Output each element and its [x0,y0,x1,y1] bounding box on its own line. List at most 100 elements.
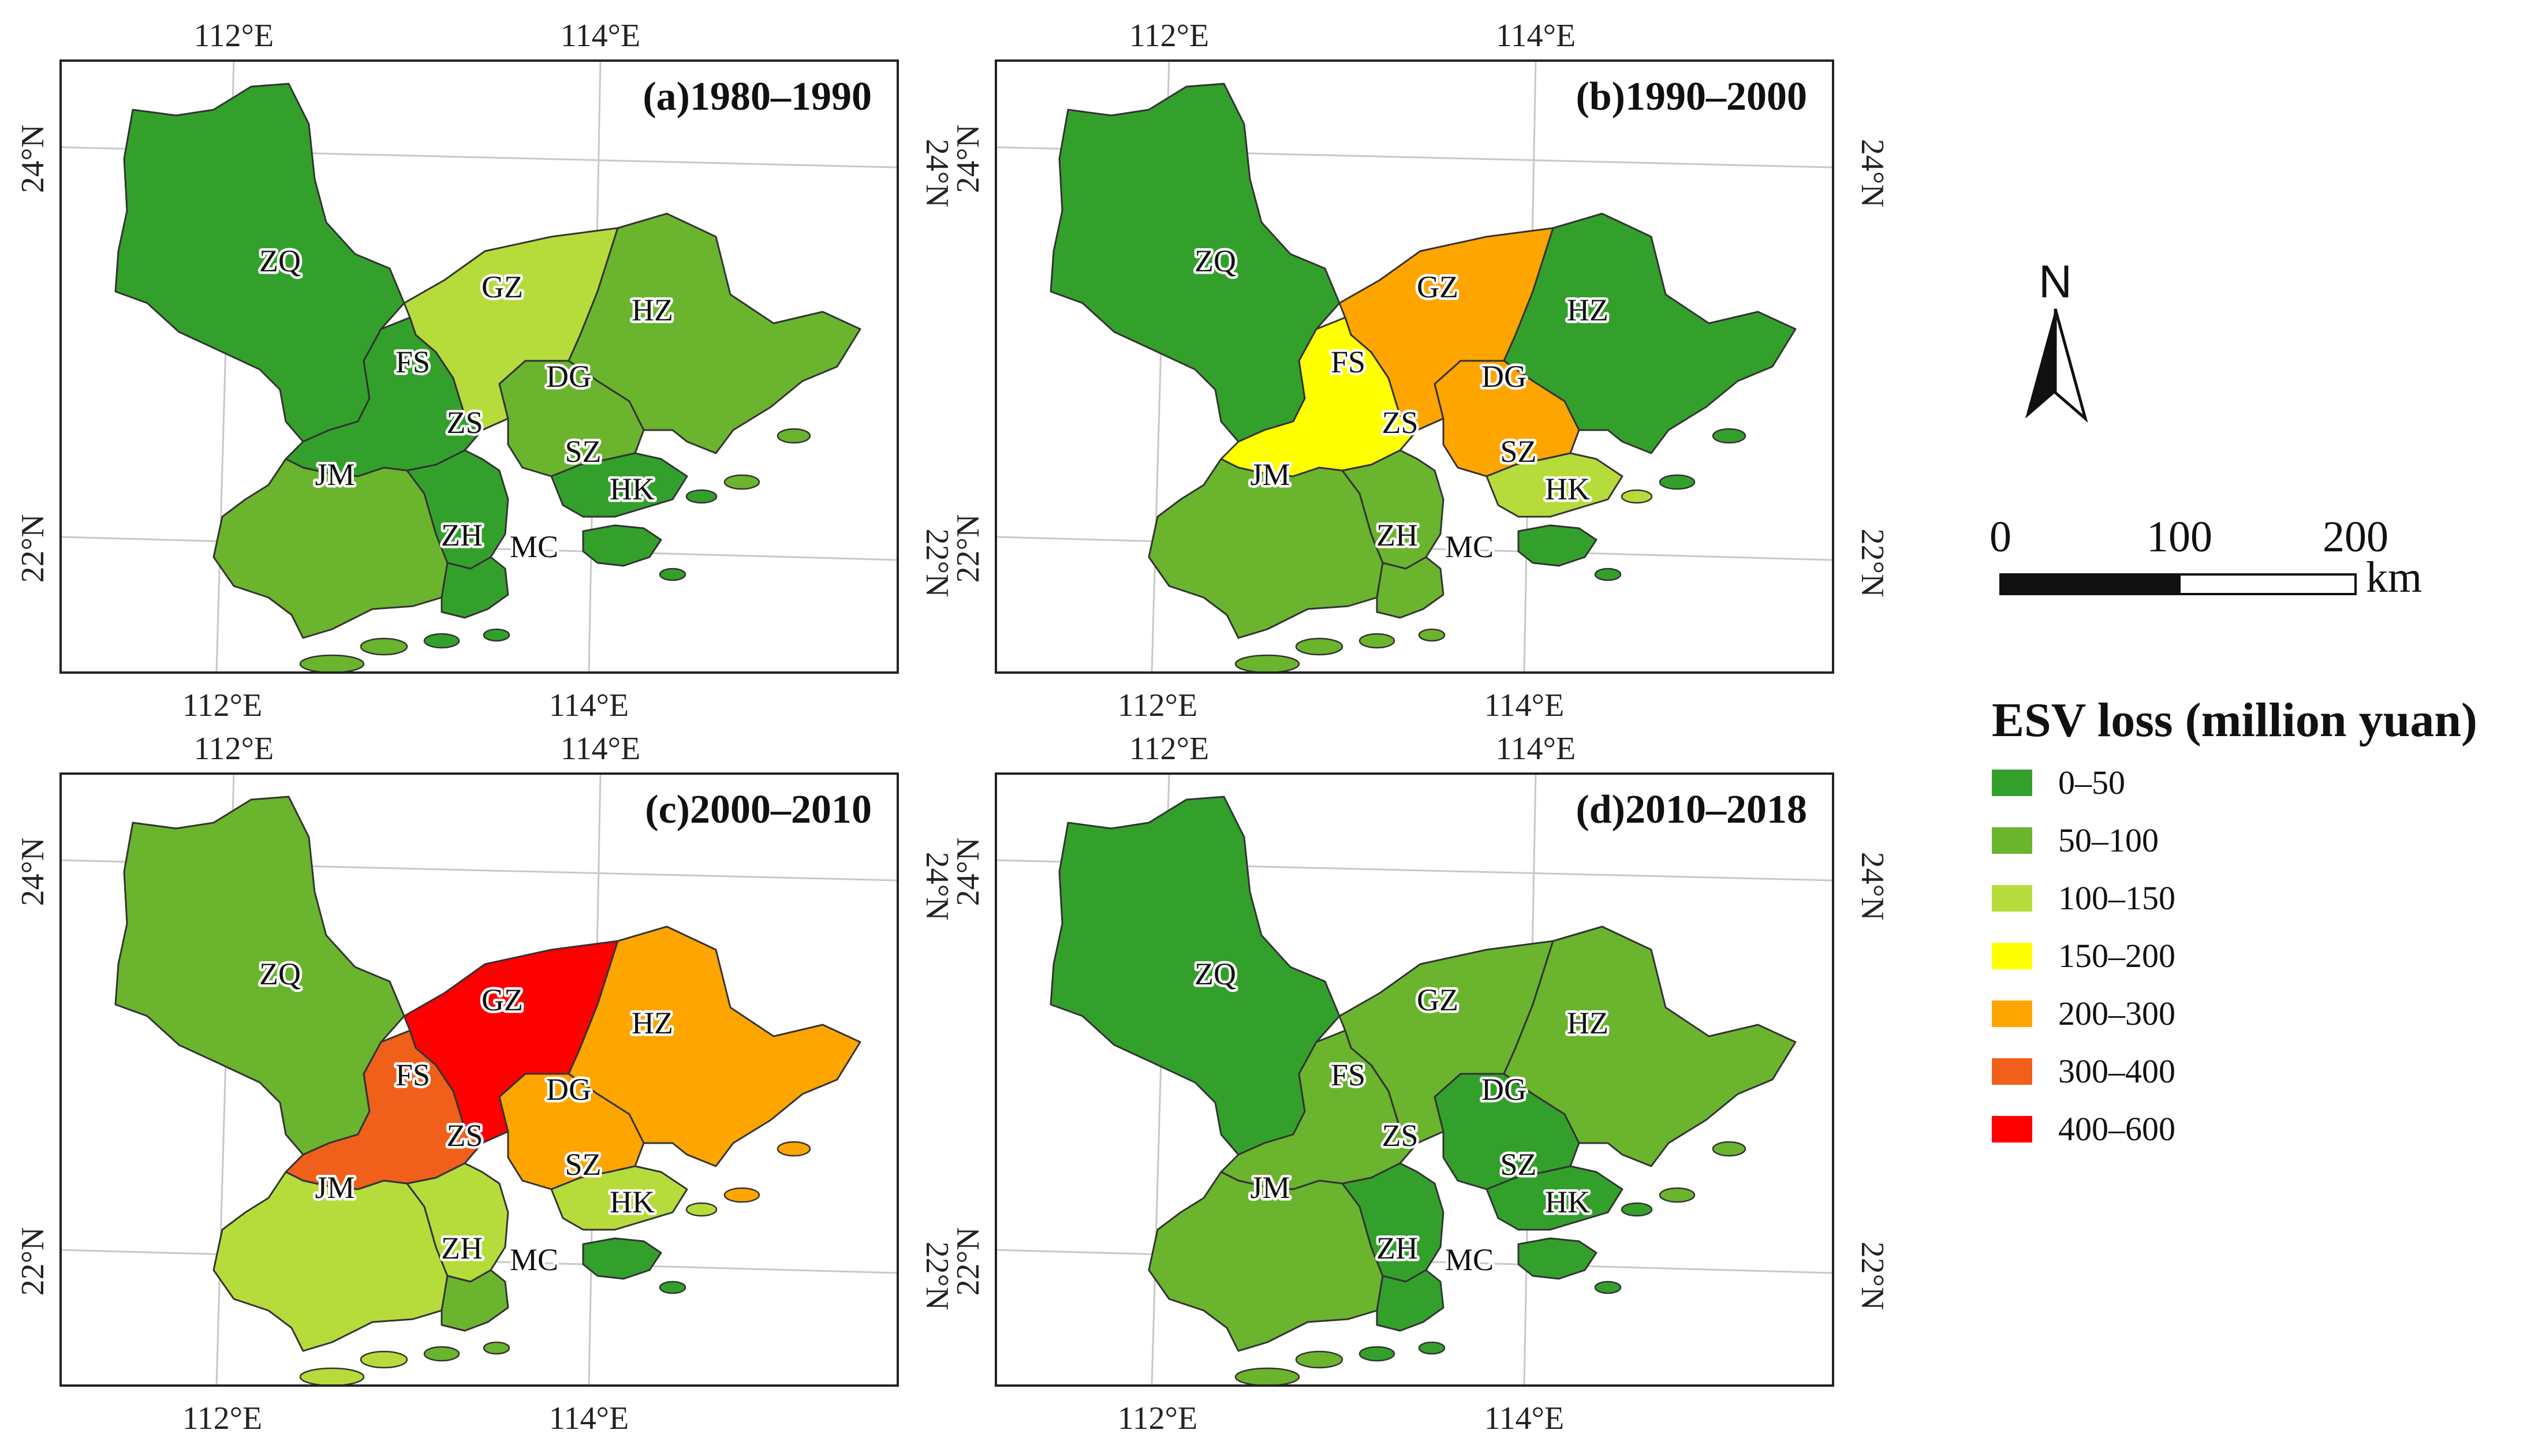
legend-swatch-300-400 [1992,1058,2032,1085]
north-arrow-left-half [2025,309,2055,419]
region-zh-a [441,556,509,619]
island-7-b [1594,568,1622,581]
region-zh-b [1376,556,1444,619]
lon-tick-b-0-top: 112°E [1129,18,1210,54]
lat-tick-b-1-right: 22°N [1854,529,1890,598]
legend-swatch-400-600 [1992,1116,2032,1143]
panel-title-b: (b)1990–2000 [1576,74,1807,119]
island-2-a [423,633,460,649]
lat-tick-c-0-right: 24°N [919,852,955,921]
scale-unit: km [2366,553,2422,602]
island-2-d [1358,1346,1395,1362]
island-0-c [299,1367,365,1387]
lat-tick-b-1-left: 22°N [950,514,986,583]
island-4-d [1621,1202,1653,1217]
legend: ESV loss (million yuan) 0–50 50–100 100–15… [1992,693,2477,1148]
city-label-zq-c: ZQ [259,957,301,991]
city-label-hz-c: HZ [632,1006,673,1040]
lon-tick-a-1-top: 114°E [561,18,641,54]
city-label-mc-b: MC [1445,529,1494,564]
scale-label-100: 100 [2147,513,2212,561]
scale-label-0: 0 [1990,513,2011,561]
city-label-jm-b: JM [1250,457,1290,492]
city-label-gz-b: GZ [1417,270,1458,304]
lon-tick-a-0-bottom: 112°E [182,688,263,723]
legend-swatch-100-150 [1992,885,2032,912]
island-5-a [723,474,760,490]
lon-tick-b-1-top: 114°E [1496,18,1576,54]
lon-tick-b-1-bottom: 114°E [1484,688,1565,723]
legend-item-100-150: 100–150 [1992,879,2175,917]
city-label-jm-d: JM [1250,1170,1290,1205]
lat-tick-d-1-right: 22°N [1854,1242,1890,1311]
city-label-hk-d: HK [1545,1185,1590,1219]
city-label-hk-a: HK [610,472,655,506]
legend-swatch-50-100 [1992,827,2032,854]
region-jm-d [1148,1171,1384,1352]
lat-tick-c-1-left: 22°N [15,1227,51,1296]
city-label-fs-d: FS [1331,1058,1365,1092]
legend-item-200-300: 200–300 [1992,995,2175,1032]
island-6-b [1712,428,1746,444]
city-label-fs-c: FS [395,1058,430,1092]
city-label-fs-b: FS [1331,345,1365,379]
city-label-sz-b: SZ [1500,434,1536,469]
north-arrow-right-half [2054,308,2088,423]
city-label-mc-d: MC [1445,1242,1494,1277]
city-label-dg-d: DG [1481,1072,1526,1107]
region-zs-c [406,1162,509,1283]
island-5-d [1659,1187,1696,1203]
legend-label-50-100: 50–100 [2058,822,2159,859]
city-label-hk-c: HK [610,1185,655,1219]
city-label-zh-a: ZH [441,518,483,552]
legend-swatch-0-50 [1992,770,2032,796]
lat-tick-d-0-right: 24°N [1854,852,1890,921]
island-3-c [483,1341,510,1355]
island-6-c [777,1141,811,1157]
island-3-b [1418,628,1446,642]
panel-title-d: (d)2010–2018 [1576,787,1807,832]
lat-tick-c-1-right: 22°N [919,1242,955,1311]
legend-item-0-50: 0–50 [1992,764,2125,801]
lat-tick-a-1-right: 22°N [919,529,955,598]
legend-swatch-150-200 [1992,943,2032,969]
city-label-mc-a: MC [510,529,558,564]
region-sz-c [550,1165,688,1231]
city-label-zh-b: ZH [1376,518,1418,552]
map-panel-d: 112°E 112°E 114°E 114°E 24°N 24°N 22°N 22°N ZQ GZ… [950,731,1890,1436]
panel-title-c: (c)2000–2010 [645,787,872,832]
region-hk-b [1517,524,1597,567]
city-label-zs-a: ZS [446,405,483,440]
city-label-hz-d: HZ [1567,1006,1608,1040]
island-1-a [360,637,408,656]
legend-label-150-200: 150–200 [2058,937,2175,975]
island-1-d [1295,1350,1343,1369]
map-frame-a [59,59,899,674]
region-hk-d [1517,1237,1597,1280]
scale-segment-white [2178,573,2357,595]
city-label-hz-a: HZ [632,293,673,327]
legend-label-300-400: 300–400 [2058,1052,2175,1090]
lon-tick-c-1-top: 114°E [561,731,641,767]
city-label-jm-c: JM [315,1170,354,1205]
city-label-zq-b: ZQ [1195,244,1236,278]
island-0-a [299,654,365,674]
lon-tick-c-1-bottom: 114°E [549,1401,629,1436]
city-label-zq-d: ZQ [1195,957,1236,991]
region-zh-c [441,1269,509,1332]
regions-c [114,796,861,1387]
city-label-jm-a: JM [315,457,354,492]
map-frame-d [995,772,1834,1387]
lon-tick-d-0-top: 112°E [1129,731,1210,767]
map-panel-b: 112°E 112°E 114°E 114°E 24°N 24°N 22°N 22°N ZQ GZ… [950,18,1890,723]
island-5-c [723,1187,760,1203]
region-jm-a [212,458,449,639]
lat-tick-b-0-left: 24°N [950,125,986,193]
lat-tick-c-0-left: 24°N [15,838,51,906]
city-label-zs-b: ZS [1382,405,1418,440]
lon-tick-d-1-bottom: 114°E [1484,1401,1565,1436]
city-label-fs-a: FS [395,345,430,379]
